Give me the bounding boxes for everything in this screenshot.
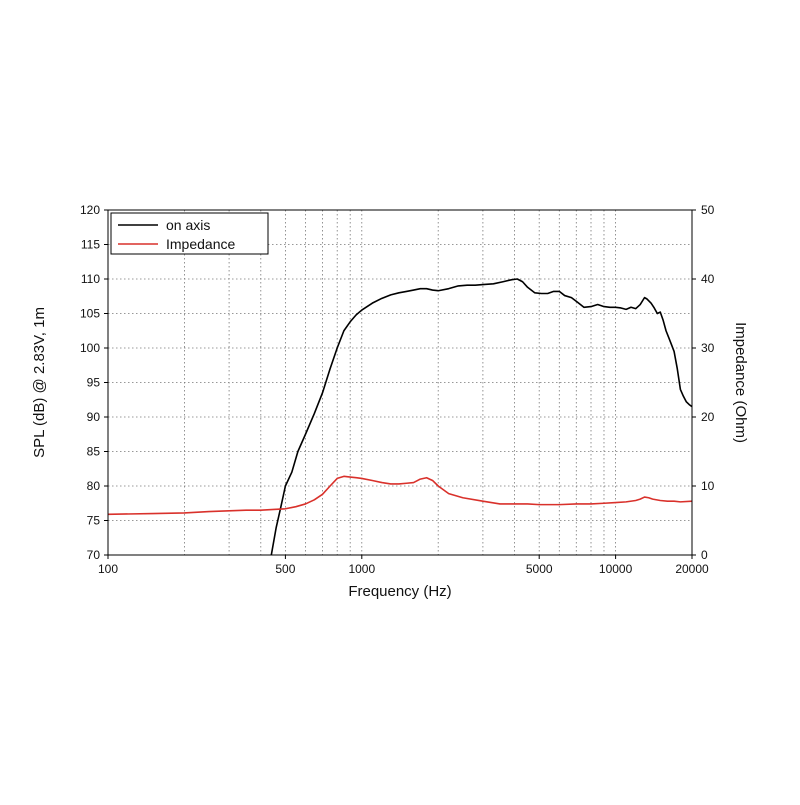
legend-label-impedance: Impedance [166,236,235,252]
x-tick-label: 10000 [599,562,633,576]
y2-tick-label: 50 [701,203,715,217]
x-tick-label: 20000 [675,562,709,576]
y-tick-label: 90 [87,410,101,424]
y2-axis-title: Impedance (Ohm) [732,322,749,443]
y-tick-label: 115 [81,238,100,252]
y-tick-label: 70 [87,548,101,562]
y-tick-label: 75 [87,514,101,528]
y-tick-label: 100 [80,341,100,355]
x-tick-label: 500 [275,562,295,576]
y-tick-label: 80 [87,479,101,493]
x-tick-label: 100 [98,562,118,576]
legend-box [110,212,269,255]
y-tick-label: 110 [81,272,100,286]
x-tick-label: 1000 [348,562,375,576]
tick-labels: 70 75 80 85 90 95 100 105 110 115 120 0 10 20 30 40 50 10… [80,203,715,576]
y-tick-label: 95 [87,376,101,390]
y-tick-label: 85 [87,445,101,459]
series-lines [107,278,693,556]
y2-tick-label: 20 [701,410,715,424]
y2-tick-label: 10 [701,479,715,493]
y2-tick-label: 30 [701,341,715,355]
y2-tick-label: 40 [701,272,715,286]
legend-label-on-axis: on axis [166,217,210,233]
y-tick-label: 120 [80,203,100,217]
y2-tick-label: 0 [701,548,708,562]
y-tick-label: 105 [80,307,100,321]
x-axis-title: Frequency (Hz) [348,583,451,600]
series-line-on-axis [270,278,693,556]
x-tick-label: 5000 [526,562,553,576]
series-line-impedance [107,475,693,516]
y-axis-title: SPL (dB) @ 2.83V, 1m [31,307,48,458]
legend: on axis Impedance [110,212,269,255]
